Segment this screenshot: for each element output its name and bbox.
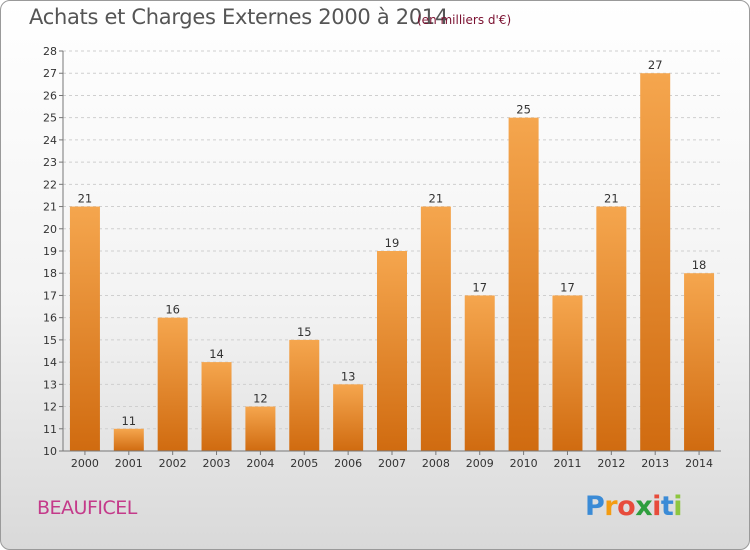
data-label: 15 <box>297 325 312 339</box>
data-label: 12 <box>253 392 268 406</box>
commune-name: BEAUFICEL <box>37 497 137 519</box>
y-tick-label: 18 <box>43 267 57 280</box>
x-tick-label: 2013 <box>641 457 669 470</box>
bar-2009 <box>464 295 495 451</box>
x-tick-label: 2008 <box>422 457 450 470</box>
data-label: 21 <box>604 192 619 206</box>
data-label: 14 <box>209 347 224 361</box>
bar-2013 <box>640 73 671 451</box>
bar-2010 <box>508 117 539 452</box>
proxiti-logo[interactable]: Proxiti <box>585 491 683 522</box>
data-label: 18 <box>692 258 707 272</box>
bar-2005 <box>289 339 320 451</box>
data-label: 11 <box>121 414 136 428</box>
bar-2000 <box>69 206 100 451</box>
data-label: 17 <box>472 280 487 294</box>
y-tick-label: 20 <box>43 223 57 236</box>
x-tick-label: 2002 <box>159 457 187 470</box>
data-label: 16 <box>165 303 180 317</box>
bar-2008 <box>420 206 451 451</box>
x-tick-label: 2006 <box>334 457 362 470</box>
data-label: 13 <box>341 369 356 383</box>
data-label: 21 <box>429 192 444 206</box>
data-label: 25 <box>516 103 531 117</box>
y-tick-label: 26 <box>43 89 57 102</box>
y-tick-label: 13 <box>43 378 57 391</box>
bar-2003 <box>201 362 232 451</box>
y-tick-label: 27 <box>43 67 57 80</box>
data-label: 17 <box>560 280 575 294</box>
chart-title: Achats et Charges Externes 2000 à 2014 <box>29 5 449 29</box>
logo-letter: x <box>635 491 653 522</box>
data-label: 21 <box>78 192 93 206</box>
x-tick-label: 2007 <box>378 457 406 470</box>
y-tick-label: 16 <box>43 312 57 325</box>
y-tick-label: 10 <box>43 445 57 458</box>
labels: 21 11 16 14 12 15 13 19 21 17 25 17 21 27 18 <box>78 58 707 428</box>
x-tick-label: 2014 <box>685 457 713 470</box>
y-tick-label: 24 <box>43 134 57 147</box>
y-tick-label: 17 <box>43 289 57 302</box>
x-tick-label: 2001 <box>115 457 143 470</box>
y-tick-label: 14 <box>43 356 57 369</box>
logo-letter: P <box>585 491 605 522</box>
logo-letter: t <box>660 491 674 522</box>
data-label: 19 <box>385 236 400 250</box>
logo-letter: o <box>617 491 636 522</box>
chart-subtitle: (en milliers d'€) <box>417 13 512 27</box>
y-tick-label: 11 <box>43 423 57 436</box>
y-tick-label: 19 <box>43 245 57 258</box>
x-tick-label: 2005 <box>290 457 318 470</box>
x-tick-label: 2000 <box>71 457 99 470</box>
x-tick-label: 2012 <box>597 457 625 470</box>
y-tick-label: 12 <box>43 401 57 414</box>
bar-2002 <box>157 317 188 451</box>
x-tick-label: 2009 <box>466 457 494 470</box>
logo-letter: i <box>673 491 683 522</box>
logo-letter: r <box>604 491 618 522</box>
y-tick-label: 25 <box>43 112 57 125</box>
data-label: 27 <box>648 58 663 72</box>
bar-2007 <box>377 251 407 451</box>
bar-2012 <box>596 206 627 451</box>
y-tick-label: 23 <box>43 156 57 169</box>
bar-2001 <box>113 428 144 451</box>
x-tick-label: 2010 <box>510 457 538 470</box>
y-tick-label: 22 <box>43 178 57 191</box>
axes: 10 11 12 13 14 15 16 17 18 19 20 21 22 23 24 25 26 27 28 20… <box>43 45 721 470</box>
x-tick-label: 2011 <box>553 457 581 470</box>
x-tick-label: 2003 <box>203 457 231 470</box>
bar-2011 <box>552 295 583 451</box>
logo-letter: i <box>652 491 661 522</box>
bar-2014 <box>684 273 715 451</box>
y-tick-label: 15 <box>43 334 57 347</box>
bar-2006 <box>333 384 364 451</box>
x-tick-label: 2004 <box>246 457 274 470</box>
bars <box>69 73 715 452</box>
bar-2004 <box>245 406 276 451</box>
y-tick-label: 28 <box>43 45 57 58</box>
y-tick-label: 21 <box>43 201 57 214</box>
